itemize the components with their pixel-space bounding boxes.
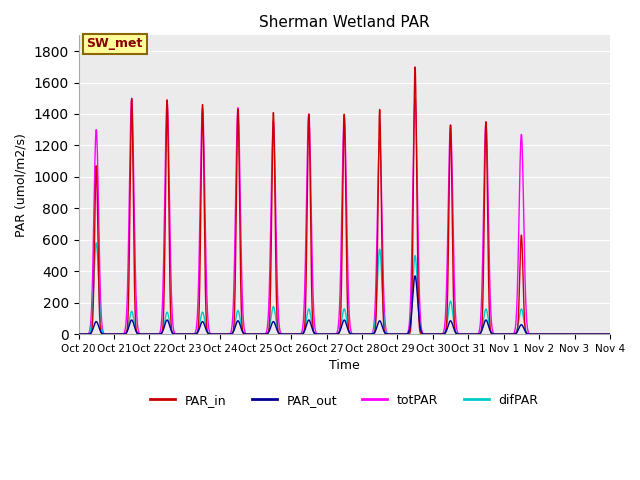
- Text: SW_met: SW_met: [86, 37, 143, 50]
- Y-axis label: PAR (umol/m2/s): PAR (umol/m2/s): [15, 133, 28, 237]
- Legend: PAR_in, PAR_out, totPAR, difPAR: PAR_in, PAR_out, totPAR, difPAR: [145, 389, 543, 411]
- Title: Sherman Wetland PAR: Sherman Wetland PAR: [259, 15, 429, 30]
- X-axis label: Time: Time: [329, 360, 360, 372]
